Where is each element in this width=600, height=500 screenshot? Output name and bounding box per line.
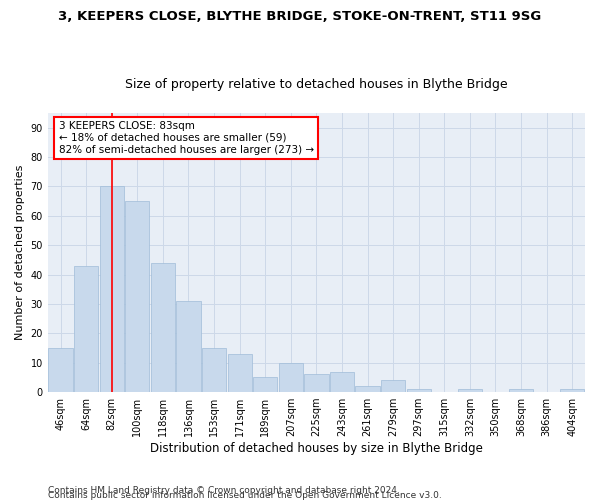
Bar [330, 372, 354, 392]
Bar [49, 348, 73, 392]
Y-axis label: Number of detached properties: Number of detached properties [15, 165, 25, 340]
Bar [355, 386, 380, 392]
Bar [100, 186, 124, 392]
Bar [304, 374, 329, 392]
Bar [253, 378, 277, 392]
Text: Contains public sector information licensed under the Open Government Licence v3: Contains public sector information licen… [48, 491, 442, 500]
Bar [74, 266, 98, 392]
Bar [458, 389, 482, 392]
Bar [125, 201, 149, 392]
Text: 3 KEEPERS CLOSE: 83sqm
← 18% of detached houses are smaller (59)
82% of semi-det: 3 KEEPERS CLOSE: 83sqm ← 18% of detached… [59, 122, 314, 154]
Bar [151, 263, 175, 392]
Bar [560, 389, 584, 392]
Title: Size of property relative to detached houses in Blythe Bridge: Size of property relative to detached ho… [125, 78, 508, 91]
Bar [381, 380, 405, 392]
Text: 3, KEEPERS CLOSE, BLYTHE BRIDGE, STOKE-ON-TRENT, ST11 9SG: 3, KEEPERS CLOSE, BLYTHE BRIDGE, STOKE-O… [58, 10, 542, 23]
Bar [227, 354, 252, 392]
Bar [176, 301, 200, 392]
X-axis label: Distribution of detached houses by size in Blythe Bridge: Distribution of detached houses by size … [150, 442, 483, 455]
Bar [202, 348, 226, 392]
Bar [278, 362, 303, 392]
Bar [407, 389, 431, 392]
Bar [509, 389, 533, 392]
Text: Contains HM Land Registry data © Crown copyright and database right 2024.: Contains HM Land Registry data © Crown c… [48, 486, 400, 495]
